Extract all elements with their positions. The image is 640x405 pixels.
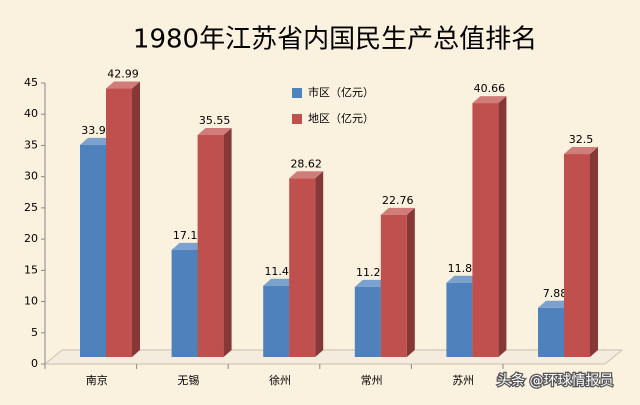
bar-top: [171, 242, 206, 250]
value-label: 42.99: [107, 68, 139, 81]
x-tick-label: 徐州: [269, 373, 291, 387]
bar-side: [132, 81, 140, 357]
bar-side: [406, 207, 415, 357]
bar-side: [315, 171, 324, 357]
bar: [538, 307, 564, 357]
x-tick-label: 无锡: [177, 373, 199, 387]
bar-top: [564, 147, 598, 155]
y-tick-label: 30: [24, 170, 38, 183]
bar-top: [380, 207, 415, 215]
bar-side: [498, 96, 507, 357]
legend-swatch: [292, 114, 302, 124]
value-label: 11.23: [356, 266, 388, 279]
bar: [263, 285, 290, 357]
bar-top: [80, 137, 114, 145]
bar: [197, 135, 224, 357]
x-tick-label: 苏州: [452, 374, 474, 387]
value-label: 17.16: [173, 229, 205, 242]
value-label: 11.41: [264, 265, 296, 278]
bar: [446, 282, 473, 357]
value-label: 11.89: [448, 262, 480, 275]
bar: [472, 103, 499, 357]
value-label: 35.55: [199, 114, 231, 127]
bar-top: [289, 171, 324, 179]
legend-label: 市区（亿元）: [308, 85, 374, 99]
bar-top: [538, 300, 572, 308]
bar-top: [197, 128, 232, 136]
x-tick-label: 南京: [86, 373, 108, 387]
y-tick-label: 45: [24, 76, 38, 89]
bar: [564, 154, 590, 357]
y-tick-label: 0: [31, 357, 38, 370]
bar-top: [446, 275, 481, 283]
bar: [289, 178, 316, 357]
x-tick-label: 常州: [361, 374, 383, 387]
bar: [171, 249, 198, 357]
bar: [106, 88, 132, 357]
value-label: 40.66: [474, 82, 506, 95]
bar-side: [590, 147, 598, 357]
bar: [380, 214, 407, 357]
value-label: 32.5: [569, 133, 594, 146]
bar-top: [263, 278, 298, 286]
bar-top: [106, 81, 140, 89]
y-tick-label: 35: [24, 138, 38, 151]
bar: [80, 144, 106, 357]
bar-side: [223, 128, 232, 357]
y-tick-label: 25: [24, 201, 38, 214]
watermark: 头条 @环球情报员: [497, 372, 613, 389]
chart-title: 1980年江苏省内国民生产总值排名: [133, 25, 537, 55]
value-label: 7.88: [543, 287, 568, 300]
y-tick-label: 40: [24, 107, 38, 120]
bar-top: [472, 96, 507, 104]
value-label: 33.98: [81, 124, 113, 137]
bar-top: [354, 279, 389, 287]
legend-label: 地区（亿元）: [308, 112, 374, 125]
y-tick-label: 5: [31, 326, 38, 339]
y-tick-label: 20: [24, 232, 38, 245]
bar: [354, 286, 381, 357]
value-label: 22.76: [382, 194, 414, 207]
y-tick-label: 15: [24, 263, 38, 276]
y-tick-label: 10: [24, 295, 38, 308]
value-label: 28.62: [290, 157, 322, 170]
legend-swatch: [292, 88, 302, 98]
